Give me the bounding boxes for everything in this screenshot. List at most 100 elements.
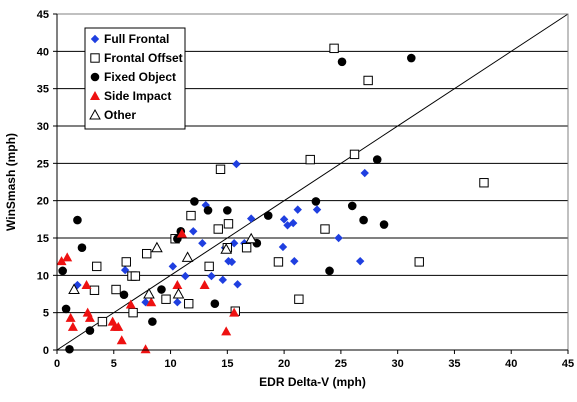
data-point	[223, 219, 234, 229]
data-point	[263, 211, 273, 220]
legend-label: Other	[104, 108, 136, 122]
data-point	[305, 154, 315, 165]
series-triangle-open	[68, 232, 258, 299]
data-point	[312, 205, 322, 214]
data-point	[77, 243, 87, 253]
legend-marker	[89, 108, 101, 120]
data-point	[58, 266, 67, 276]
y-axis-title: WinSmash (mph)	[4, 133, 18, 231]
data-point	[227, 257, 237, 267]
data-point	[204, 261, 214, 272]
data-point	[359, 215, 368, 225]
data-point	[273, 257, 284, 267]
data-point	[176, 228, 187, 238]
x-tick-label: 40	[505, 358, 517, 370]
legend: Full Frontal Frontal Offset Fixed Object Si…	[84, 27, 186, 130]
y-tick-label: 35	[37, 84, 49, 96]
points-layer	[56, 43, 489, 354]
data-point	[92, 261, 102, 272]
data-point	[157, 285, 166, 294]
data-point	[229, 307, 240, 317]
data-point	[221, 326, 232, 336]
data-point	[113, 321, 124, 331]
data-point	[379, 220, 389, 229]
data-point	[190, 197, 199, 206]
data-point	[290, 256, 299, 266]
data-point	[61, 304, 71, 314]
y-tick-label: 10	[37, 270, 49, 282]
data-point	[329, 43, 339, 54]
reference-line-y-equals-x	[56, 13, 569, 351]
data-point	[84, 312, 95, 322]
data-point	[121, 257, 131, 267]
data-point	[198, 239, 207, 248]
data-point	[360, 168, 369, 178]
legend-marker	[90, 53, 100, 63]
data-point	[245, 232, 258, 244]
data-point	[207, 271, 216, 281]
data-point	[148, 317, 157, 326]
data-point	[334, 233, 343, 243]
y-tick-label: 45	[37, 9, 49, 21]
data-point	[349, 149, 360, 160]
x-axis-title: EDR Delta-V (mph)	[259, 375, 366, 389]
y-tick-label: 40	[37, 46, 49, 58]
data-point	[97, 316, 108, 327]
data-point	[311, 197, 321, 206]
legend-label: Frontal Offset	[104, 51, 183, 65]
data-point	[81, 280, 92, 290]
legend-label: Side Impact	[104, 89, 171, 103]
data-point	[218, 275, 227, 285]
reference-line-layer	[56, 13, 569, 351]
data-point	[278, 242, 288, 252]
data-point	[288, 218, 298, 228]
x-tick-label: 0	[54, 358, 60, 370]
data-point	[143, 287, 155, 299]
data-point	[168, 262, 178, 271]
data-point	[355, 256, 365, 266]
data-point	[128, 307, 138, 318]
x-tick-label: 45	[562, 358, 574, 370]
x-tick-label: 10	[164, 358, 176, 370]
data-point	[347, 201, 357, 211]
data-point	[85, 326, 95, 335]
data-point	[120, 265, 130, 275]
legend-label: Fixed Object	[104, 70, 176, 84]
data-point	[479, 178, 489, 188]
data-point	[140, 344, 151, 354]
data-point	[151, 241, 163, 253]
x-tick-label: 35	[448, 358, 460, 370]
data-point	[414, 257, 424, 267]
legend-marker	[90, 34, 100, 44]
data-point	[294, 294, 304, 304]
data-point	[116, 335, 127, 345]
data-point	[146, 297, 157, 307]
legend-marker	[90, 91, 100, 100]
y-tick-label: 0	[43, 345, 49, 357]
y-tick-label: 5	[43, 308, 49, 320]
data-point	[68, 283, 80, 295]
series-triangle	[56, 228, 240, 354]
legend-box	[84, 27, 186, 130]
data-point	[229, 239, 239, 248]
x-tick-label: 5	[111, 358, 117, 370]
data-point	[233, 280, 242, 289]
data-point	[65, 344, 74, 354]
data-point	[337, 57, 347, 67]
data-point	[56, 256, 67, 266]
data-point	[130, 271, 141, 281]
data-point	[173, 298, 182, 307]
x-tick-label: 15	[221, 358, 233, 370]
axes-layer: 0 5 10 15 20 25 30 35 40 45 0 5 10 15 20 25 30 35 40 45 EDR …	[4, 9, 574, 389]
data-point	[220, 243, 233, 254]
data-point	[293, 205, 302, 214]
data-point	[65, 312, 76, 322]
y-tick-label: 15	[37, 233, 49, 245]
data-point	[372, 155, 382, 164]
data-point	[161, 294, 171, 304]
data-point	[89, 285, 100, 295]
data-point	[223, 206, 232, 215]
data-point	[215, 164, 226, 175]
